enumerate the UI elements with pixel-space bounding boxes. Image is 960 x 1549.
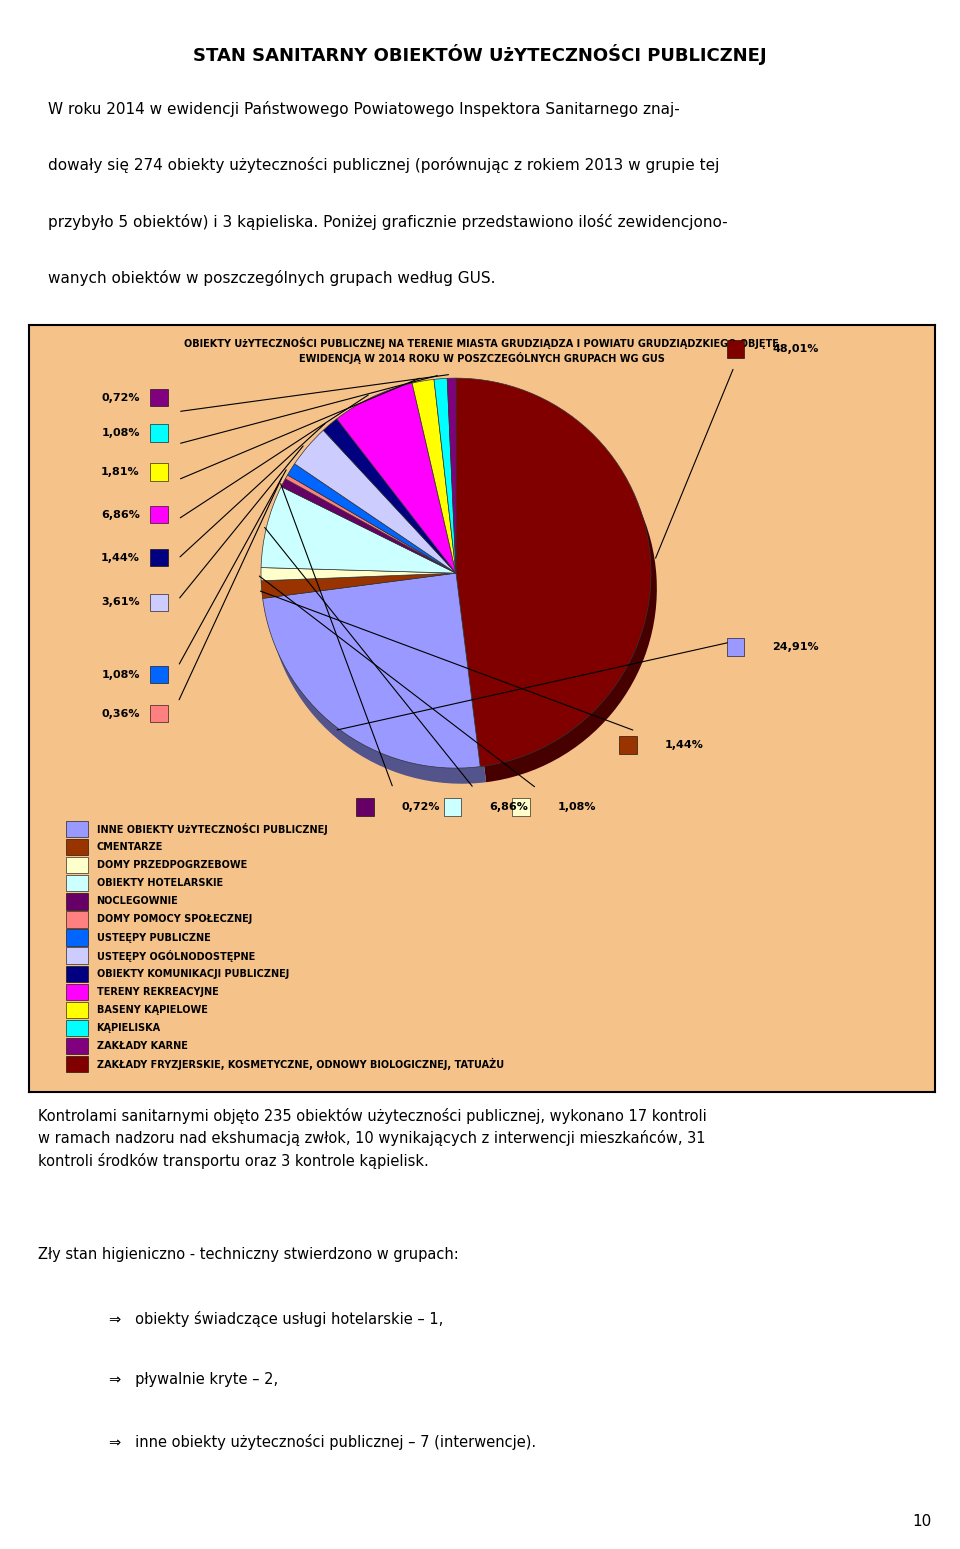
Text: KĄPIELISKA: KĄPIELISKA: [97, 1022, 160, 1033]
Wedge shape: [434, 378, 456, 573]
Text: BASENY KĄPIELOWE: BASENY KĄPIELOWE: [97, 1005, 207, 1015]
Text: INNE OBIEKTY UżYTECZNOŚCI PUBLICZNEJ: INNE OBIEKTY UżYTECZNOŚCI PUBLICZNEJ: [97, 823, 327, 835]
Wedge shape: [293, 480, 462, 589]
FancyBboxPatch shape: [65, 929, 87, 945]
FancyBboxPatch shape: [150, 463, 168, 480]
FancyBboxPatch shape: [356, 798, 373, 816]
Text: 0,72%: 0,72%: [402, 802, 441, 812]
FancyBboxPatch shape: [65, 1002, 87, 1018]
Wedge shape: [440, 393, 462, 589]
Text: NOCLEGOWNIE: NOCLEGOWNIE: [97, 897, 179, 906]
Wedge shape: [263, 573, 480, 768]
FancyBboxPatch shape: [150, 705, 168, 722]
Text: OBIEKTY KOMUNIKACJI PUBLICZNEJ: OBIEKTY KOMUNIKACJI PUBLICZNEJ: [97, 968, 289, 979]
Text: 10: 10: [912, 1515, 931, 1529]
FancyBboxPatch shape: [65, 1019, 87, 1036]
Text: 0,72%: 0,72%: [101, 392, 140, 403]
Wedge shape: [287, 494, 462, 589]
Text: dowały się 274 obiekty użyteczności publicznej (porównując z rokiem 2013 w grupi: dowały się 274 obiekty użyteczności publ…: [48, 156, 719, 173]
Wedge shape: [285, 476, 456, 573]
Text: ⇒   obiekty świadczące usługi hotelarskie – 1,: ⇒ obiekty świadczące usługi hotelarskie …: [109, 1310, 444, 1327]
Text: 0,36%: 0,36%: [101, 708, 140, 719]
FancyBboxPatch shape: [65, 894, 87, 909]
FancyBboxPatch shape: [65, 821, 87, 836]
Text: CMENTARZE: CMENTARZE: [97, 843, 163, 852]
Text: 1,08%: 1,08%: [101, 428, 140, 438]
FancyBboxPatch shape: [65, 1056, 87, 1072]
FancyBboxPatch shape: [65, 911, 87, 928]
Wedge shape: [261, 486, 456, 573]
Wedge shape: [261, 567, 456, 581]
FancyBboxPatch shape: [727, 341, 744, 358]
Text: TERENY REKREACYJNE: TERENY REKREACYJNE: [97, 987, 218, 996]
FancyBboxPatch shape: [150, 507, 168, 524]
FancyBboxPatch shape: [65, 965, 87, 982]
Wedge shape: [261, 573, 456, 598]
Wedge shape: [343, 398, 462, 589]
FancyBboxPatch shape: [150, 424, 168, 441]
Wedge shape: [269, 589, 486, 784]
FancyBboxPatch shape: [65, 875, 87, 892]
Wedge shape: [267, 589, 462, 613]
FancyBboxPatch shape: [444, 798, 462, 816]
Text: 6,86%: 6,86%: [490, 802, 528, 812]
FancyBboxPatch shape: [150, 593, 168, 612]
Text: 6,86%: 6,86%: [101, 510, 140, 519]
Wedge shape: [267, 584, 462, 596]
Wedge shape: [329, 435, 462, 589]
Text: OBIEKTY UżYTECZNOŚCI PUBLICZNEJ NA TERENIE MIASTA GRUDZIĄDZA I POWIATU GRUDZIĄDZ: OBIEKTY UżYTECZNOŚCI PUBLICZNEJ NA TEREN…: [184, 336, 780, 364]
Text: DOMY PRZEDPOGRZEBOWE: DOMY PRZEDPOGRZEBOWE: [97, 860, 247, 871]
Text: 1,44%: 1,44%: [101, 553, 140, 562]
Text: ⇒   inne obiekty użyteczności publicznej – 7 (interwencje).: ⇒ inne obiekty użyteczności publicznej –…: [109, 1433, 537, 1450]
Wedge shape: [281, 479, 456, 573]
FancyBboxPatch shape: [65, 857, 87, 874]
FancyBboxPatch shape: [619, 736, 637, 753]
Text: OBIEKTY HOTELARSKIE: OBIEKTY HOTELARSKIE: [97, 878, 223, 888]
Text: 3,61%: 3,61%: [101, 598, 140, 607]
Wedge shape: [412, 380, 456, 573]
FancyBboxPatch shape: [150, 389, 168, 406]
Text: ⇒   pływalnie kryte – 2,: ⇒ pływalnie kryte – 2,: [109, 1372, 278, 1388]
Text: przybyło 5 obiektów) i 3 kąpieliska. Poniżej graficznie przedstawiono ilość zewi: przybyło 5 obiektów) i 3 kąpieliska. Pon…: [48, 214, 728, 229]
Wedge shape: [267, 502, 462, 589]
FancyBboxPatch shape: [513, 798, 530, 816]
FancyBboxPatch shape: [65, 840, 87, 855]
Text: 1,44%: 1,44%: [665, 740, 704, 750]
FancyBboxPatch shape: [150, 548, 168, 567]
Wedge shape: [287, 463, 456, 573]
Wedge shape: [453, 393, 462, 589]
Text: STAN SANITARNY OBIEKTÓW UżYTECZNOŚCI PUBLICZNEJ: STAN SANITARNY OBIEKTÓW UżYTECZNOŚCI PUB…: [193, 43, 767, 65]
Wedge shape: [291, 491, 462, 589]
Text: ZAKŁADY FRYZJERSKIE, KOSMETYCZNE, ODNOWY BIOLOGICZNEJ, TATUAŻU: ZAKŁADY FRYZJERSKIE, KOSMETYCZNE, ODNOWY…: [97, 1058, 504, 1070]
Wedge shape: [337, 383, 456, 573]
Text: ZAKŁADY KARNE: ZAKŁADY KARNE: [97, 1041, 187, 1050]
Text: 1,08%: 1,08%: [101, 669, 140, 680]
FancyBboxPatch shape: [150, 666, 168, 683]
Text: wanych obiektów w poszczególnych grupach według GUS.: wanych obiektów w poszczególnych grupach…: [48, 270, 495, 287]
Text: 1,81%: 1,81%: [101, 466, 140, 477]
FancyBboxPatch shape: [65, 948, 87, 963]
FancyBboxPatch shape: [727, 638, 744, 657]
Wedge shape: [295, 431, 456, 573]
Text: 24,91%: 24,91%: [772, 643, 819, 652]
Wedge shape: [324, 418, 456, 573]
Text: Kontrolami sanitarnymi objęto 235 obiektów użyteczności publicznej, wykonano 17 : Kontrolami sanitarnymi objęto 235 obiekt…: [38, 1108, 708, 1168]
Text: 48,01%: 48,01%: [772, 344, 819, 353]
Text: DOMY POMOCY SPOŁECZNEJ: DOMY POMOCY SPOŁECZNEJ: [97, 914, 252, 925]
FancyBboxPatch shape: [65, 984, 87, 1001]
Text: Zły stan higieniczno - techniczny stwierdzono w grupach:: Zły stan higieniczno - techniczny stwier…: [38, 1247, 459, 1262]
Text: W roku 2014 w ewidencji Państwowego Powiatowego Inspektora Sanitarnego znaj-: W roku 2014 w ewidencji Państwowego Powi…: [48, 101, 680, 116]
FancyBboxPatch shape: [65, 1038, 87, 1055]
Text: USTEĘPY OGÓLNODOSTĘPNE: USTEĘPY OGÓLNODOSTĘPNE: [97, 950, 254, 962]
Wedge shape: [456, 378, 651, 767]
Wedge shape: [418, 395, 462, 589]
Wedge shape: [300, 446, 462, 589]
Text: 1,08%: 1,08%: [558, 802, 596, 812]
Wedge shape: [447, 378, 456, 573]
Text: USTEĘPY PUBLICZNE: USTEĘPY PUBLICZNE: [97, 932, 210, 942]
Wedge shape: [462, 393, 657, 782]
